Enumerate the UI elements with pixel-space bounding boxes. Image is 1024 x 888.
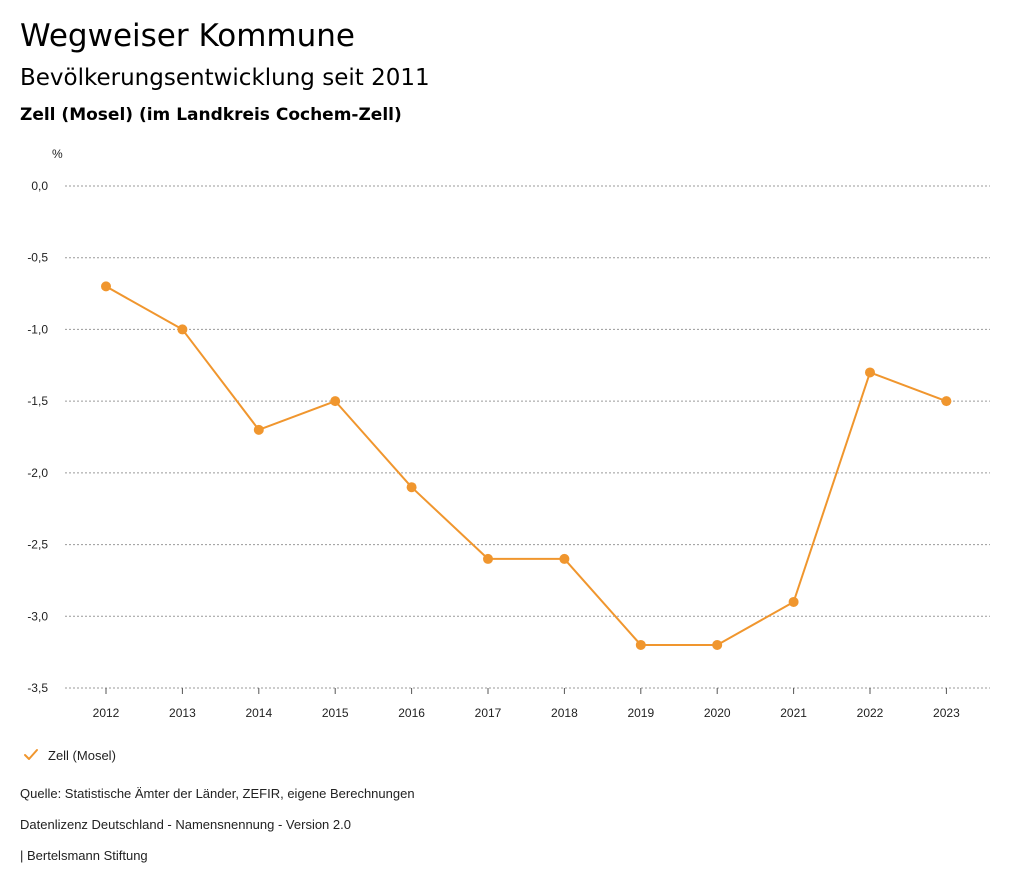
x-tick-label: 2012 xyxy=(93,706,120,720)
data-point[interactable] xyxy=(330,396,341,407)
data-point[interactable] xyxy=(101,281,111,292)
legend-label: Zell (Mosel) xyxy=(48,747,116,763)
line-chart: % 0,0-0,5-1,0-1,5-2,0-2,5-3,0-3,5 2012 20… xyxy=(27,147,990,720)
region-label: Zell (Mosel) (im Landkreis Cochem-Zell) xyxy=(20,105,402,125)
data-point[interactable] xyxy=(941,396,952,407)
y-tick-label: -3,5 xyxy=(27,681,48,695)
y-tick-label: -2,5 xyxy=(27,538,48,552)
data-point[interactable] xyxy=(712,639,723,650)
y-tick-label: 0,0 xyxy=(31,179,48,193)
page-title: Wegweiser Kommune xyxy=(20,18,355,54)
source-note: Quelle: Statistische Ämter der Länder, Z… xyxy=(20,786,415,801)
y-tick-label: -2,0 xyxy=(27,466,48,480)
data-point[interactable] xyxy=(406,482,417,493)
data-point[interactable] xyxy=(559,553,570,564)
x-axis-ticks: 2012 2013 2014 2015 2016 2017 2018 2019 2020 2021… xyxy=(93,688,960,720)
data-point[interactable] xyxy=(788,596,799,607)
data-point[interactable] xyxy=(483,553,493,564)
x-tick-label: 2023 xyxy=(933,706,960,720)
grid-lines xyxy=(65,185,990,689)
y-tick-label: -1,5 xyxy=(27,394,48,408)
series-line xyxy=(105,285,947,646)
publisher-note: | Bertelsmann Stiftung xyxy=(20,848,148,863)
x-tick-label: 2014 xyxy=(245,706,272,720)
series-zell xyxy=(101,281,952,650)
data-point[interactable] xyxy=(177,324,188,335)
x-tick-label: 2013 xyxy=(169,706,196,720)
x-tick-label: 2017 xyxy=(475,706,502,720)
x-tick-label: 2016 xyxy=(398,706,425,720)
y-tick-label: -0,5 xyxy=(27,251,48,265)
legend[interactable]: Zell (Mosel) xyxy=(22,746,116,764)
x-tick-label: 2020 xyxy=(704,706,731,720)
x-tick-label: 2021 xyxy=(780,706,807,720)
data-point[interactable] xyxy=(253,424,264,435)
x-tick-label: 2015 xyxy=(322,706,349,720)
y-axis-ticks: 0,0 -0,5 -1,0 -1,5 -2,0 -2,5 -3,0 -3,5 xyxy=(27,179,48,695)
y-tick-label: -3,0 xyxy=(27,609,48,623)
license-note: Datenlizenz Deutschland - Namensnennung … xyxy=(20,817,351,832)
x-tick-label: 2018 xyxy=(551,706,578,720)
check-icon xyxy=(24,749,38,760)
data-point[interactable] xyxy=(635,639,646,650)
y-axis-unit-label: % xyxy=(52,147,63,161)
data-point[interactable] xyxy=(865,367,875,378)
x-tick-label: 2022 xyxy=(857,706,884,720)
x-tick-label: 2019 xyxy=(627,706,654,720)
chart-subtitle: Bevölkerungsentwicklung seit 2011 xyxy=(20,65,430,91)
y-tick-label: -1,0 xyxy=(27,322,48,336)
